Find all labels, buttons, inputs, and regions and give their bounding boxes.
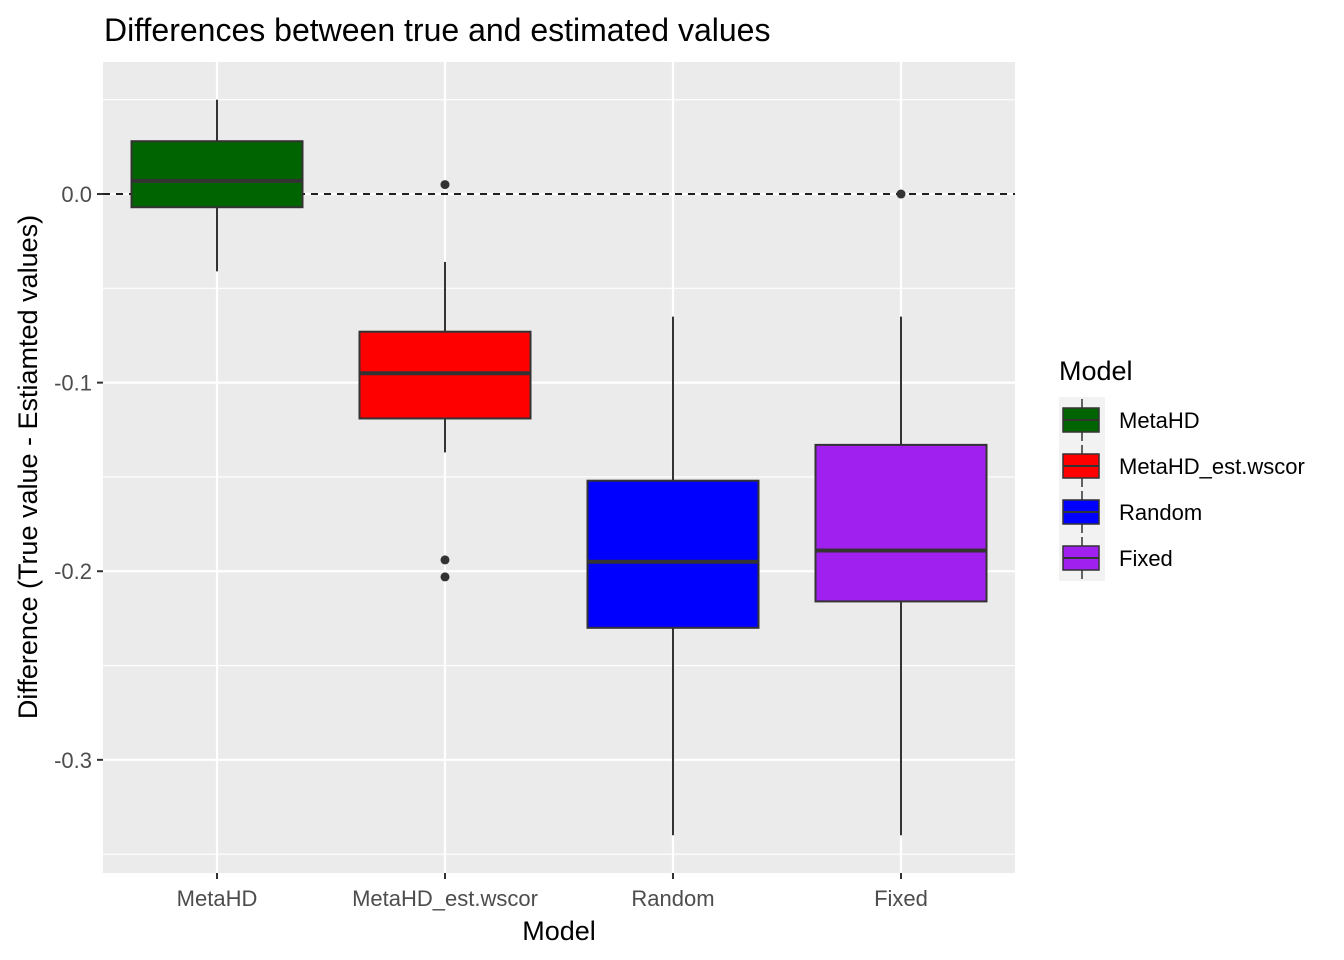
legend-item: Fixed — [1062, 537, 1173, 579]
x-axis-title: Model — [522, 916, 596, 946]
box-metahd-est-wscor — [358, 180, 532, 582]
box-fixed — [814, 189, 988, 836]
box-iqr — [814, 443, 988, 603]
legend-item: Random — [1062, 491, 1202, 533]
box-random — [586, 316, 760, 836]
x-tick-label: Random — [631, 886, 714, 911]
legend-items: MetaHD MetaHD_est.wscor Random Fixed — [1062, 399, 1305, 579]
legend-label: Random — [1119, 500, 1202, 525]
x-tick-label: Fixed — [874, 886, 928, 911]
outlier-point — [440, 555, 450, 565]
outlier-point — [440, 572, 450, 582]
y-tick-label: -0.2 — [54, 559, 92, 584]
legend-label: MetaHD_est.wscor — [1119, 454, 1305, 479]
legend-item: MetaHD_est.wscor — [1062, 445, 1305, 487]
legend-label: MetaHD — [1119, 408, 1200, 433]
y-tick-label: 0.0 — [61, 182, 92, 207]
box-metahd — [130, 99, 304, 272]
x-tick-label: MetaHD — [177, 886, 258, 911]
outlier-point — [896, 189, 906, 199]
legend-item: MetaHD — [1062, 399, 1200, 441]
box-iqr — [130, 140, 304, 209]
chart-title: Differences between true and estimated v… — [104, 12, 770, 48]
legend-label: Fixed — [1119, 546, 1173, 571]
x-tick-label: MetaHD_est.wscor — [352, 886, 538, 911]
outlier-point — [440, 180, 450, 190]
grid-lines — [103, 62, 1015, 873]
axes: 0.0 -0.1 -0.2 -0.3 MetaHD MetaHD_est.wscor Ran… — [54, 182, 928, 911]
box-layer — [130, 99, 988, 836]
legend: Model MetaHD MetaHD_est.wscor Random Fixed — [1059, 356, 1305, 581]
y-axis-title: Difference (True value - Estiamted value… — [13, 215, 43, 719]
y-tick-label: -0.1 — [54, 371, 92, 396]
box-iqr — [586, 479, 760, 629]
legend-title: Model — [1059, 356, 1133, 386]
y-tick-label: -0.3 — [54, 748, 92, 773]
